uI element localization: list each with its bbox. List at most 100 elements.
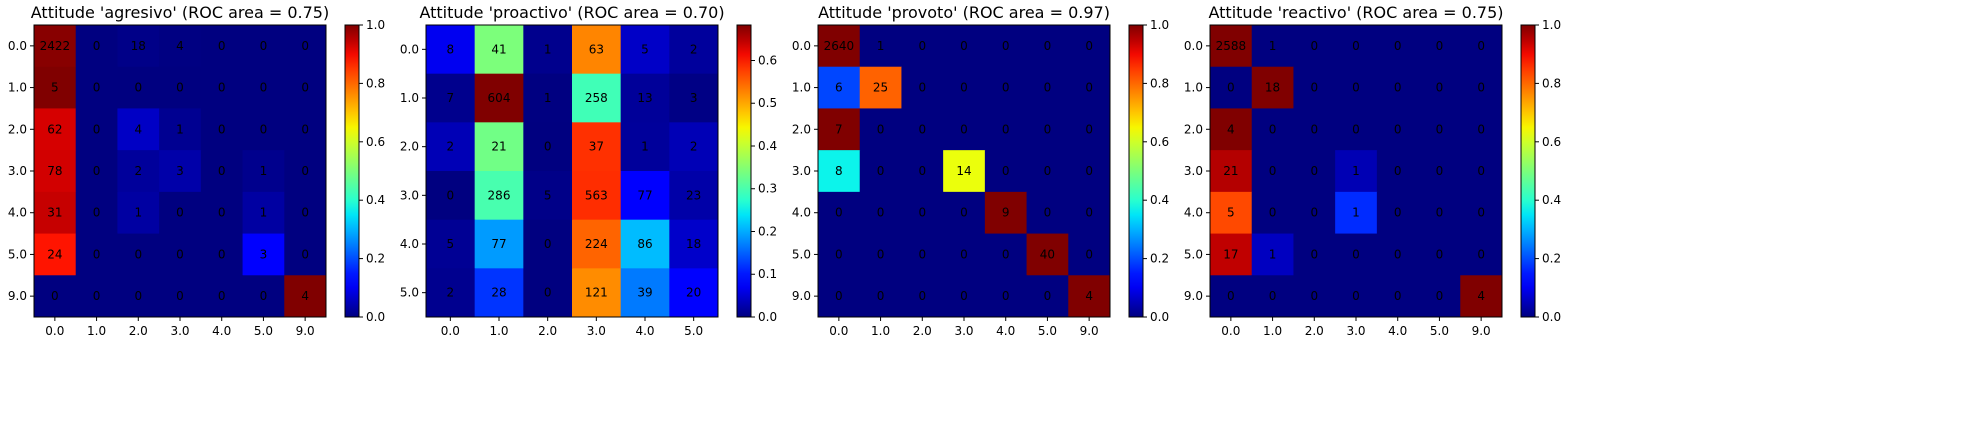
- cell-count-label: 18: [131, 39, 146, 53]
- cell-count-label: 8: [447, 42, 455, 56]
- colorbar-tick-label: 0.2: [1542, 252, 1561, 266]
- cell-count-label: 1: [544, 91, 552, 105]
- heatmap-cell: [200, 108, 244, 151]
- cell-count-label: 0: [1394, 164, 1402, 178]
- cell-count-label: 0: [544, 286, 552, 300]
- cell-count-label: 0: [877, 206, 885, 220]
- colorbar-gradient: [344, 24, 360, 318]
- colorbar-tick-label: 0.6: [1542, 135, 1561, 149]
- cell-count-label: 21: [491, 140, 506, 154]
- heatmap-cell: [34, 25, 77, 68]
- cell-count-label: 0: [1085, 39, 1093, 53]
- heatmap-cell: [1068, 275, 1111, 318]
- heatmap-cell: [901, 25, 944, 68]
- cell-count-label: 0: [93, 81, 101, 95]
- heatmap-cell: [669, 219, 719, 269]
- heatmap-cell: [1026, 66, 1069, 109]
- heatmap-cell: [859, 275, 902, 318]
- cell-count-label: 0: [218, 122, 226, 136]
- cell-count-label: 0: [1310, 247, 1318, 261]
- cell-count-label: 2: [690, 42, 698, 56]
- heatmap-cell: [572, 268, 622, 318]
- cell-count-label: 17: [1223, 247, 1238, 261]
- heatmap-cell: [572, 219, 622, 269]
- heatmap-cell: [859, 150, 902, 193]
- heatmap-cell: [1460, 233, 1503, 276]
- y-tick-label: 3.0: [400, 188, 419, 202]
- cell-count-label: 0: [1394, 122, 1402, 136]
- heatmap-cell: [1210, 25, 1253, 68]
- heatmap-cell: [474, 73, 524, 123]
- cell-count-label: 5: [1227, 206, 1235, 220]
- y-tick-label: 2.0: [792, 122, 811, 136]
- cell-count-label: 0: [1269, 289, 1277, 303]
- heatmap-cell: [200, 275, 244, 318]
- heatmap-cell: [1026, 25, 1069, 68]
- y-tick-label: 1.0: [1184, 81, 1203, 95]
- heatmap-cell: [1460, 275, 1503, 318]
- heatmap-cell: [1210, 66, 1253, 109]
- y-tick-label: 2.0: [1184, 122, 1203, 136]
- panel-title: Attitude 'reactivo' (ROC area = 0.75): [1208, 3, 1503, 22]
- cell-count-label: 0: [1477, 247, 1485, 261]
- heatmap-cell: [242, 191, 285, 235]
- cell-count-label: 0: [260, 289, 268, 303]
- cell-count-label: 0: [1352, 289, 1360, 303]
- x-tick-label: 1.0: [871, 324, 890, 338]
- cell-count-label: 0: [93, 164, 101, 178]
- heatmap-cell: [901, 191, 944, 235]
- cell-count-label: 2: [690, 140, 698, 154]
- cell-count-label: 2422: [40, 39, 71, 53]
- cell-count-label: 0: [1002, 289, 1010, 303]
- cell-count-label: 0: [1310, 81, 1318, 95]
- cell-count-label: 1: [877, 39, 885, 53]
- heatmap-cell: [426, 25, 476, 75]
- x-tick-label: 2.0: [1305, 324, 1324, 338]
- x-tick-label: 5.0: [684, 324, 703, 338]
- heatmap-cell: [943, 150, 986, 193]
- cell-count-label: 0: [260, 39, 268, 53]
- cell-count-label: 0: [544, 237, 552, 251]
- cell-count-label: 86: [637, 237, 652, 251]
- heatmap-cell: [75, 150, 118, 193]
- colorbar-tick-label: 0.2: [1150, 252, 1169, 266]
- cell-count-label: 0: [1352, 39, 1360, 53]
- cell-count-label: 0: [1310, 289, 1318, 303]
- heatmap-cell: [1376, 66, 1420, 109]
- cell-count-label: 1: [1269, 247, 1277, 261]
- heatmap-cell: [669, 268, 719, 318]
- cell-count-label: 0: [1394, 39, 1402, 53]
- heatmap-cell: [523, 219, 573, 269]
- heatmap-panel-1: Attitude 'agresivo' (ROC area = 0.75)242…: [8, 3, 385, 338]
- heatmap-cell: [1460, 108, 1503, 151]
- heatmap-cell: [1293, 25, 1336, 68]
- heatmap-cell: [620, 268, 670, 318]
- cell-count-label: 0: [1436, 164, 1444, 178]
- cell-count-label: 1: [176, 122, 184, 136]
- cell-count-label: 77: [637, 188, 652, 202]
- heatmap-cell: [859, 66, 902, 109]
- heatmap-cell: [901, 66, 944, 109]
- colorbar-tick-label: 1.0: [1150, 18, 1169, 32]
- colorbar-tick-label: 0.0: [758, 310, 777, 324]
- heatmap-cell: [34, 66, 77, 109]
- x-tick-label: 2.0: [913, 324, 932, 338]
- heatmap-cell: [34, 191, 77, 235]
- y-tick-label: 0.0: [8, 39, 27, 53]
- cell-count-label: 0: [918, 122, 926, 136]
- heatmap-cell: [242, 150, 285, 193]
- cell-count-label: 0: [260, 81, 268, 95]
- heatmap-cell: [34, 275, 77, 318]
- cell-count-label: 1: [134, 206, 142, 220]
- heatmap-cell: [1293, 191, 1336, 235]
- x-tick-label: 2.0: [129, 324, 148, 338]
- heatmap-cell: [242, 233, 285, 276]
- heatmap-cell: [1418, 25, 1461, 68]
- cell-count-label: 4: [1227, 122, 1235, 136]
- heatmap-cell: [117, 66, 160, 109]
- cell-count-label: 25: [873, 81, 888, 95]
- y-tick-label: 3.0: [1184, 164, 1203, 178]
- heatmap-cell: [1251, 66, 1294, 109]
- heatmap-cell: [1335, 191, 1378, 235]
- x-tick-label: 0.0: [829, 324, 848, 338]
